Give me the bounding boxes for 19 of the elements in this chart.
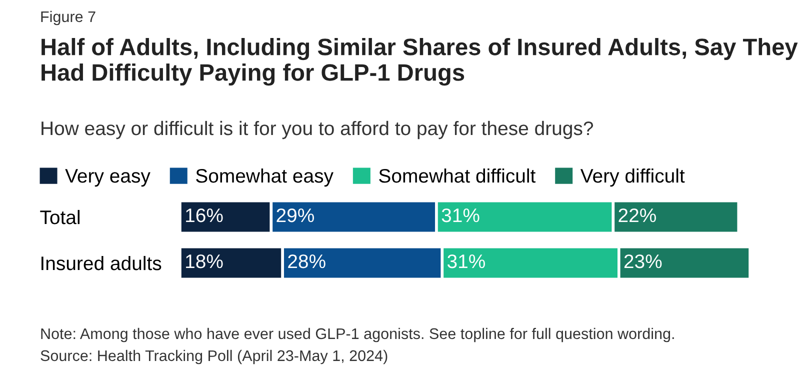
chart-title: Half of Adults, Including Similar Shares of Insured Adults, Say They Had Difficulty Paying for GLP-1 Drugs	[42, 38, 798, 86]
legend-label: Very difficult	[580, 168, 685, 187]
legend-label: Somewhat difficult	[379, 168, 536, 183]
caption: Figure 7	[41, 10, 96, 26]
data-label: 22%	[618, 208, 656, 222]
data-label: 31%	[442, 208, 480, 222]
data-label: 29%	[276, 208, 314, 222]
data-label: 23%	[624, 254, 662, 268]
data-label: 31%	[448, 254, 485, 268]
data-label: 28%	[288, 254, 326, 268]
data-label: 18%	[186, 254, 223, 268]
legend-label: Very easy	[65, 169, 150, 187]
data-label: 16%	[186, 208, 223, 222]
y-tick-label: Total	[40, 210, 80, 224]
text: Note: Among those who have ever used GLP-1 agonists. See topline for full question wording.	[41, 328, 674, 342]
legend-label: Somewhat easy	[196, 168, 334, 187]
y-tick-label: Insured adults	[42, 256, 162, 270]
source-note: Source: Health Tracking Poll (April 23-May 1, 2024)	[40, 350, 388, 364]
chart-subtitle: How easy or difficult is it for you to afford to pay for these drugs?	[42, 120, 594, 140]
